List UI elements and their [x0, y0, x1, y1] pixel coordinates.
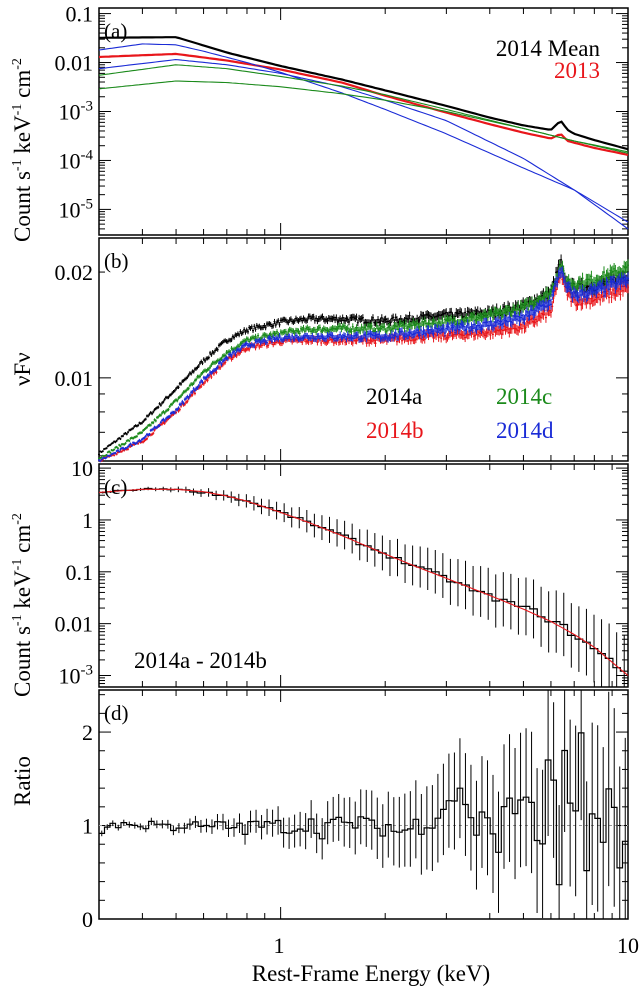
panel-a-ylabel-exp2: -1: [10, 104, 25, 116]
legend-2014d: 2014d: [496, 418, 554, 443]
panel-b-ticks: 0.01 0.02: [55, 238, 629, 461]
panel-a-ytick-label-3: 10-4: [59, 147, 94, 173]
panel-c-frame: [98, 463, 629, 688]
panel-c-annotation: 2014a - 2014b: [134, 648, 267, 673]
panel-a-series-1-line: [98, 52, 629, 156]
panel-c-ytick-label-1: 1: [82, 508, 93, 533]
panel-a-label: (a): [104, 19, 127, 43]
panel-a-ytick-label-4: 10-5: [59, 196, 94, 222]
x-axis-label: Rest-Frame Energy (keV): [252, 961, 490, 986]
panel-a-series-5-line: [98, 80, 629, 154]
panel-b-ytick-label-1: 0.02: [55, 260, 94, 285]
panel-a-frame: [98, 7, 629, 236]
panel-c-label: (c): [104, 475, 127, 499]
panel-d-ytick-label-1: 1: [82, 814, 93, 839]
panel-c-ytick-label-3: 0.01: [55, 612, 94, 637]
panel-c-ytick-label-2: 0.1: [66, 560, 94, 585]
panel-a-ytick-label-1: 0.01: [55, 51, 94, 76]
panel-c-ylabel-mid: keV: [10, 570, 35, 614]
legend-2014a: 2014a: [366, 384, 422, 409]
panel-c-series: [98, 486, 629, 687]
panel-a-series-2-line: [98, 43, 629, 223]
panel-d-ytick-label-2: 2: [82, 720, 93, 745]
panel-a-series-0-line: [99, 36, 629, 151]
x-tick-label-10: 10: [617, 933, 639, 958]
panel-d-frame: [98, 689, 629, 920]
tick-label-exponent: -3: [81, 98, 94, 114]
panel-c-series-1-line: [98, 488, 629, 676]
panel-b-ylabel: νFν: [10, 352, 35, 386]
panel-d-ticks: 0 1 2: [82, 690, 629, 932]
legend-2014-mean: 2014 Mean: [496, 36, 601, 61]
panel-c-ytick-label-0: 10: [71, 456, 93, 481]
panel-b-label: (b): [104, 249, 129, 273]
panel-a-ytick-label-2: 10-3: [59, 98, 94, 124]
panel-c-series-0-step-line: [99, 487, 628, 672]
tick-label-base: 10: [59, 99, 81, 124]
panel-d-label: (d): [104, 701, 129, 725]
legend-2014c: 2014c: [496, 384, 552, 409]
panel-c-ylabel: Count s-1 keV-1 cm-2: [10, 513, 35, 697]
tick-label-base: 10: [59, 197, 81, 222]
panel-c-ytick-label-4: 10-3: [59, 662, 94, 688]
panel-a-series-3-line: [98, 59, 629, 230]
legend-2013: 2013: [554, 58, 600, 83]
panel-a-ytick-label-0: 0.1: [66, 2, 94, 27]
panel-b-frame: [98, 237, 629, 462]
panel-b: 0.01 0.02 (b) 2014a 2014c 2014b 2014d νFν: [10, 237, 629, 463]
panel-d-ytick-label-0: 0: [82, 907, 93, 932]
panel-a-ylabel-mid: keV: [10, 115, 35, 159]
panel-a-ylabel-base: Count s: [10, 171, 35, 242]
panel-a-ylabel-end: cm: [10, 70, 35, 104]
panel-b-series: [98, 254, 629, 463]
tick-label-base: 10: [59, 663, 81, 688]
legend-2014b: 2014b: [366, 418, 424, 443]
tick-label-exponent: -3: [81, 662, 94, 678]
panel-d-series-0-step-line: [99, 732, 628, 886]
panel-a-ylabel-exp1: -1: [10, 159, 25, 171]
panel-c-ylabel-exp2: -1: [10, 559, 25, 571]
panel-a-ylabel-exp3: -2: [10, 58, 25, 70]
panel-c-ylabel-end: cm: [10, 525, 35, 559]
tick-label-exponent: -4: [81, 147, 94, 163]
panel-d-ylabel: Ratio: [10, 756, 35, 806]
tick-label-exponent: -5: [81, 196, 94, 212]
panel-b-ytick-label-0: 0.01: [55, 366, 94, 391]
panel-a-series: [98, 36, 629, 230]
panel-c-ylabel-exp3: -2: [10, 513, 25, 525]
panel-a-ylabel: Count s-1 keV-1 cm-2: [10, 58, 35, 242]
panel-d: 0 1 2 (d) Ratio: [10, 689, 629, 932]
panel-c-ylabel-exp1: -1: [10, 614, 25, 626]
tick-label-base: 10: [59, 148, 81, 173]
panel-c-ylabel-base: Count s: [10, 626, 35, 697]
x-tick-label-1: 1: [274, 933, 285, 958]
panel-d-series: [99, 690, 628, 919]
